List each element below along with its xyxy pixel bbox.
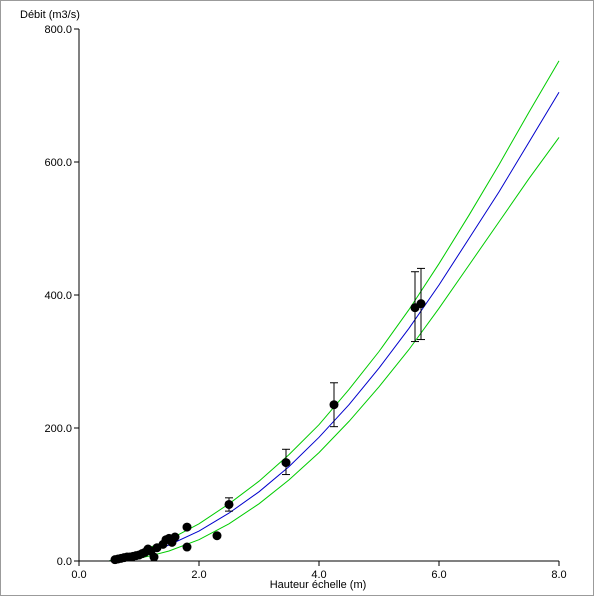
- curve-upper: [108, 60, 560, 562]
- y-tick-label: 600.0: [44, 157, 72, 169]
- y-tick-label: 200.0: [44, 423, 72, 435]
- data-point: [182, 522, 192, 532]
- data-point: [224, 499, 234, 509]
- data-point: [149, 552, 159, 562]
- y-tick-label: 800.0: [44, 24, 72, 36]
- x-tick-label: 4.0: [311, 569, 326, 581]
- data-point: [329, 400, 339, 410]
- axes-layer: [78, 29, 559, 562]
- data-point: [212, 531, 222, 541]
- data-point: [281, 458, 291, 468]
- data-point: [416, 299, 426, 309]
- x-tick-label: 6.0: [431, 569, 446, 581]
- curve-fit: [108, 91, 560, 562]
- error-bars-layer: [225, 267, 425, 512]
- points-layer: [110, 299, 426, 565]
- y-axis-title: Débit (m3/s): [20, 9, 80, 21]
- x-tick-label: 8.0: [551, 569, 566, 581]
- curves-layer: [108, 60, 560, 562]
- data-point: [170, 532, 180, 542]
- ticks-layer: 0.0 200.0 400.0 600.0 800.0 0.0 2.0 4.0 6.0 8.0: [44, 24, 566, 581]
- curve-lower: [108, 137, 560, 562]
- x-axis-title: Hauteur échelle (m): [270, 579, 367, 591]
- y-tick-label: 400.0: [44, 290, 72, 302]
- y-tick-label: 0.0: [57, 556, 72, 568]
- x-tick-label: 0.0: [71, 569, 86, 581]
- x-tick-label: 2.0: [191, 569, 206, 581]
- data-point: [182, 542, 192, 552]
